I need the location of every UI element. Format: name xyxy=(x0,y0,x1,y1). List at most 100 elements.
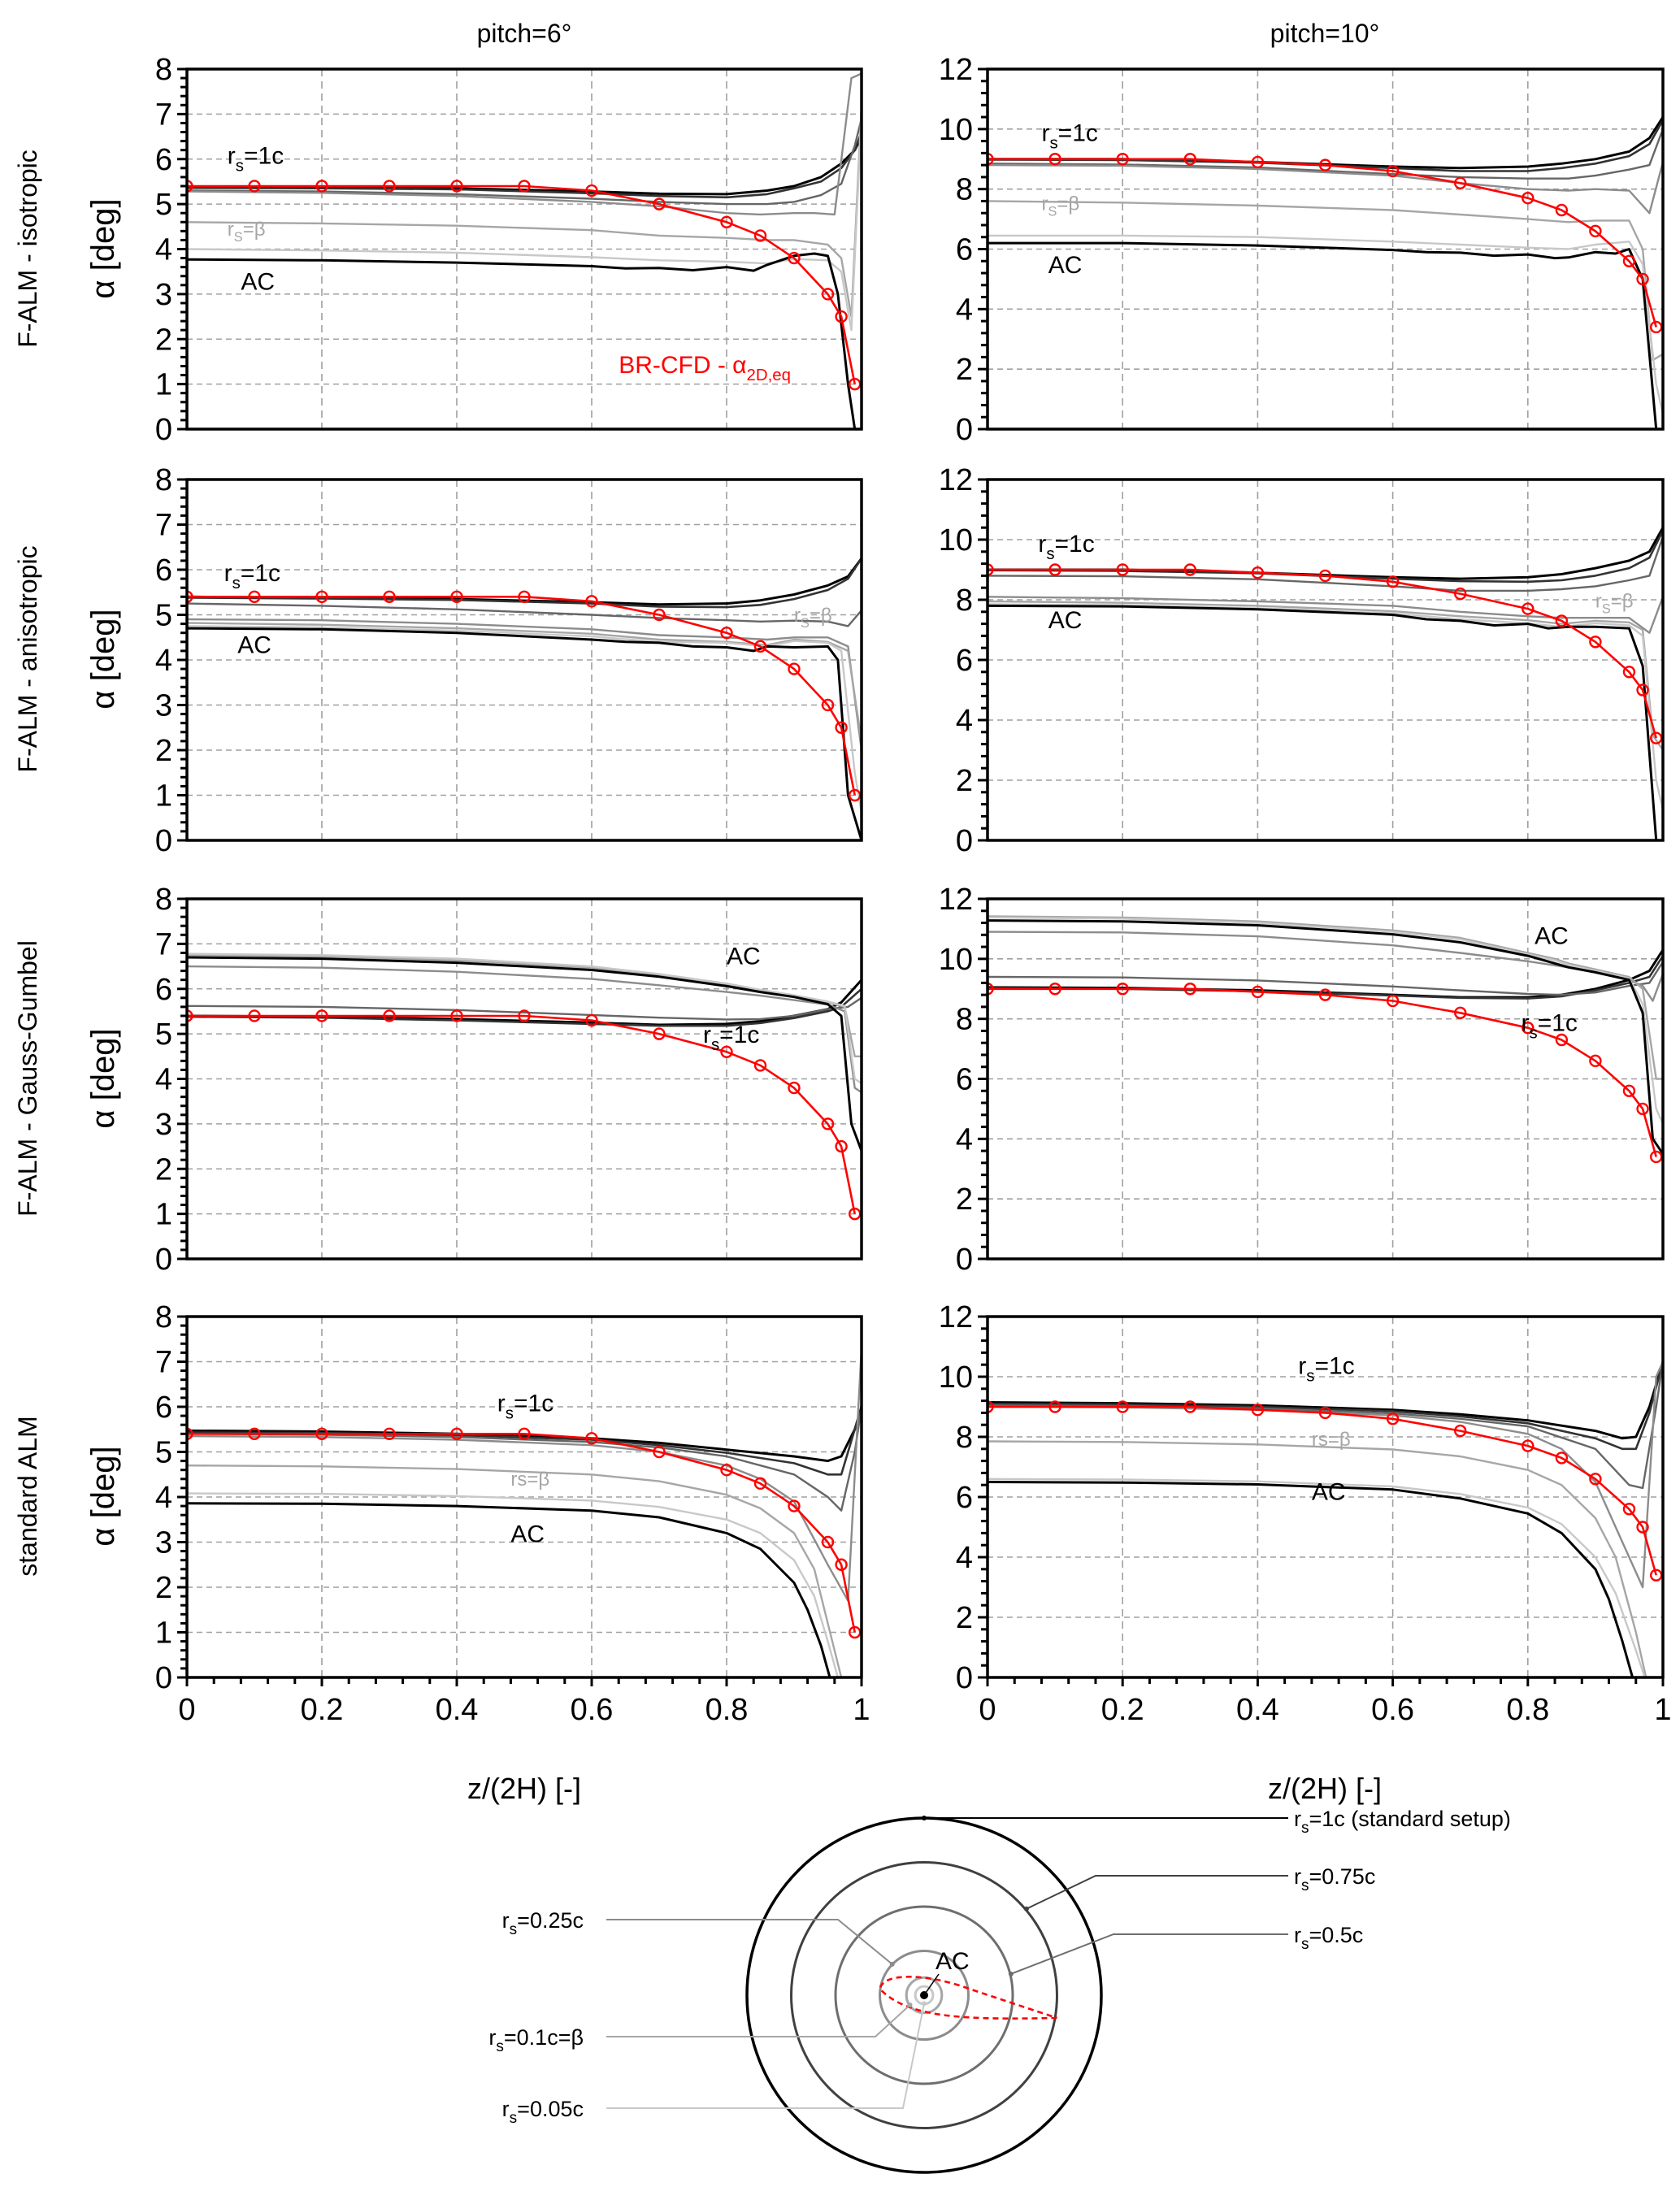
series-line-rs_005c xyxy=(988,603,1665,811)
data-marker-reference xyxy=(518,1427,531,1441)
series-line-AC xyxy=(187,252,857,430)
y-tick-label: 6 xyxy=(155,973,172,1007)
data-marker-reference xyxy=(1649,731,1663,744)
leader-line-4 xyxy=(606,2004,911,2037)
series-line-rs_005c xyxy=(988,1478,1646,1678)
data-marker-reference xyxy=(1183,153,1197,166)
data-marker-reference xyxy=(187,1427,193,1440)
y-tick-label: 5 xyxy=(155,188,172,222)
chart-panel-1-1: 0 2 4 6 8 10 12 rs=1c rS=β AC xyxy=(939,463,1665,858)
data-marker-reference xyxy=(315,1009,328,1022)
plot-frame xyxy=(185,897,863,1261)
annotation-label: AC xyxy=(1312,1479,1346,1506)
y-tick-label: 7 xyxy=(155,509,172,543)
smearing-ring-1 xyxy=(790,1861,1058,2129)
y-tick-label: 3 xyxy=(155,689,172,723)
y-tick-label: 1 xyxy=(155,368,172,402)
data-marker-reference xyxy=(653,1027,666,1040)
y-tick-label: 8 xyxy=(956,173,973,207)
annotation-label: rs=1c xyxy=(703,1022,759,1054)
series-line-rs_05c xyxy=(187,996,862,1021)
data-marker-reference xyxy=(1453,1006,1467,1019)
data-marker-reference xyxy=(1318,158,1332,171)
y-tick-label: 3 xyxy=(155,1108,172,1142)
series-line-reference xyxy=(988,568,1657,739)
column-title-pitch-10: pitch=10° xyxy=(1270,19,1380,48)
data-marker-reference xyxy=(720,1463,733,1477)
y-tick-label: 2 xyxy=(956,1182,973,1217)
y-tick-label: 8 xyxy=(155,1300,172,1334)
y-tick-label: 6 xyxy=(956,1063,973,1097)
data-marker-reference xyxy=(187,590,193,603)
smearing-ring-3 xyxy=(879,1950,970,2041)
annotation-label: rs=1c xyxy=(497,1391,553,1423)
data-marker-reference xyxy=(1522,1022,1535,1035)
data-marker-reference xyxy=(1048,1400,1061,1413)
data-marker-reference xyxy=(1555,203,1569,217)
data-marker-reference xyxy=(1116,563,1129,576)
leader-anchor-dot xyxy=(922,1816,927,1820)
series-line-reference xyxy=(988,987,1657,1157)
y-tick-label: 2 xyxy=(956,1601,973,1635)
y-tick-label: 10 xyxy=(939,523,973,558)
leader-anchor-dot xyxy=(922,2001,927,2007)
data-marker-reference xyxy=(835,1558,848,1571)
data-marker-reference xyxy=(835,1139,848,1153)
annotation-label: AC xyxy=(1535,922,1569,949)
series-line-reference xyxy=(187,184,856,384)
series-line-rs_025c xyxy=(187,72,862,216)
y-axis-title-row3: α [deg] xyxy=(85,1028,121,1128)
y-tick-label: 8 xyxy=(155,463,172,497)
data-marker-reference xyxy=(450,590,463,603)
y-tick-label: 1 xyxy=(155,1616,172,1651)
data-marker-reference xyxy=(518,1009,531,1022)
y-tick-label: 4 xyxy=(956,1541,973,1575)
ring-label-2: rs=0.5c xyxy=(1294,1923,1363,1953)
series-line-rs_1c xyxy=(988,1361,1665,1440)
data-marker-reference xyxy=(1636,1102,1649,1116)
leader-anchor-dot xyxy=(889,1961,895,1967)
y-tick-label: 2 xyxy=(956,764,973,798)
series-line-rs_05c xyxy=(988,128,1665,180)
ring-label-1: rs=0.75c xyxy=(1294,1864,1375,1894)
y-axis-title-row1: α [deg] xyxy=(85,198,121,298)
series-line-rs_01c xyxy=(988,200,1664,362)
data-marker-reference xyxy=(315,590,328,603)
series-line-reference xyxy=(988,1405,1657,1576)
y-tick-label: 2 xyxy=(155,1152,172,1187)
x-tick-label: 0 xyxy=(979,1693,996,1727)
data-marker-reference xyxy=(821,1117,835,1130)
data-marker-reference xyxy=(720,627,733,640)
y-tick-label: 4 xyxy=(956,704,973,738)
series-line-rs_05c xyxy=(187,118,863,206)
data-marker-reference xyxy=(720,1045,733,1058)
row-label-anisotropic: F-ALM - anisotropic xyxy=(13,545,42,772)
plot-frame xyxy=(986,1315,1665,1679)
data-marker-reference xyxy=(248,590,261,603)
y-tick-label: 12 xyxy=(939,53,973,87)
series-line-reference xyxy=(988,158,1657,328)
y-tick-label: 0 xyxy=(155,413,172,447)
data-marker-reference xyxy=(1048,153,1061,166)
data-marker-reference xyxy=(1318,1406,1332,1420)
y-tick-label: 12 xyxy=(939,883,973,917)
row-label-gauss-gumbel: F-ALM - Gauss-Gumbel xyxy=(13,940,42,1217)
annotation-label: rS=β xyxy=(1595,590,1634,616)
data-marker-reference xyxy=(1048,563,1061,576)
data-marker-reference xyxy=(835,721,848,734)
column-title-pitch-6: pitch=6° xyxy=(477,19,572,48)
data-marker-reference xyxy=(585,1432,598,1445)
y-tick-label: 7 xyxy=(155,927,172,961)
chart-panel-3-1: 0 2 4 6 8 10 12 0 0.2 0.4 0.6 0.8 1 rs=1c rs=β AC xyxy=(939,1300,1672,1727)
series-group xyxy=(988,915,1665,1164)
series-line-rs_025c xyxy=(988,596,1665,634)
annotation-label: rS=β xyxy=(228,219,266,245)
data-marker-reference xyxy=(1622,254,1636,267)
y-tick-label: 2 xyxy=(155,323,172,357)
data-marker-reference xyxy=(653,608,666,622)
y-tick-label: 6 xyxy=(155,553,172,588)
series-line-AC xyxy=(988,241,1658,430)
data-marker-reference xyxy=(1649,320,1663,334)
data-marker-reference xyxy=(315,180,328,193)
